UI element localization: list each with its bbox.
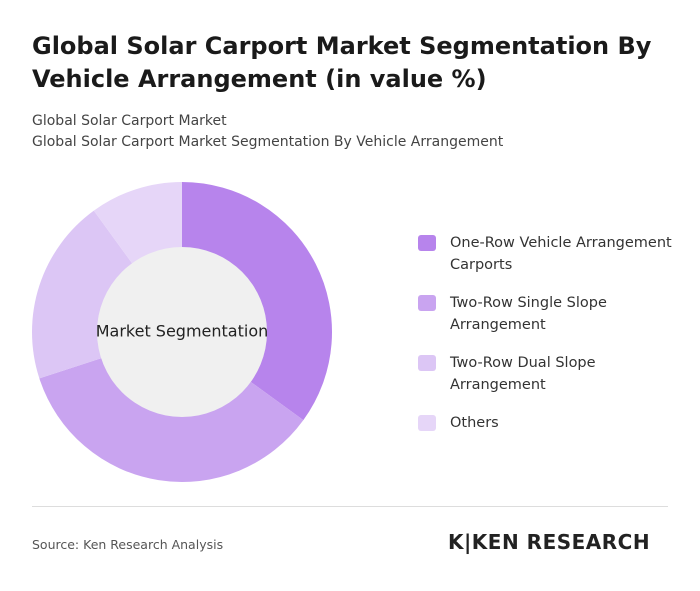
subtitle: Global Solar Carport Market bbox=[32, 113, 227, 129]
center-label: Market Segmentation bbox=[96, 322, 269, 341]
legend-item: Two-Row Dual Slope Arrangement bbox=[418, 352, 678, 396]
legend-swatch bbox=[418, 235, 436, 251]
subtitle: Global Solar Carport Market Segmentation… bbox=[32, 134, 504, 150]
divider bbox=[32, 506, 668, 507]
legend-item: One-Row Vehicle Arrangement Carports bbox=[418, 232, 678, 276]
legend-swatch bbox=[418, 415, 436, 431]
chart-title: Global Solar Carport Market Segmentation… bbox=[32, 32, 652, 93]
legend-label: Others bbox=[450, 415, 499, 431]
legend-swatch bbox=[418, 295, 436, 311]
source: Source: Ken Research Analysis bbox=[32, 537, 224, 552]
donut-chart: Market Segmentation bbox=[31, 182, 332, 482]
brand-logo: K|KEN RESEARCH bbox=[448, 530, 651, 554]
donut-hole bbox=[97, 247, 267, 417]
legend-item: Others bbox=[418, 412, 678, 434]
legend-label: Two-Row Single Slope Arrangement bbox=[450, 295, 607, 333]
legend-label: One-Row Vehicle Arrangement Carports bbox=[450, 235, 672, 273]
legend-item: Two-Row Single Slope Arrangement bbox=[418, 292, 678, 336]
legend: One-Row Vehicle Arrangement Carports Two-… bbox=[418, 232, 678, 450]
legend-swatch bbox=[418, 355, 436, 371]
legend-label: Two-Row Dual Slope Arrangement bbox=[450, 355, 596, 393]
